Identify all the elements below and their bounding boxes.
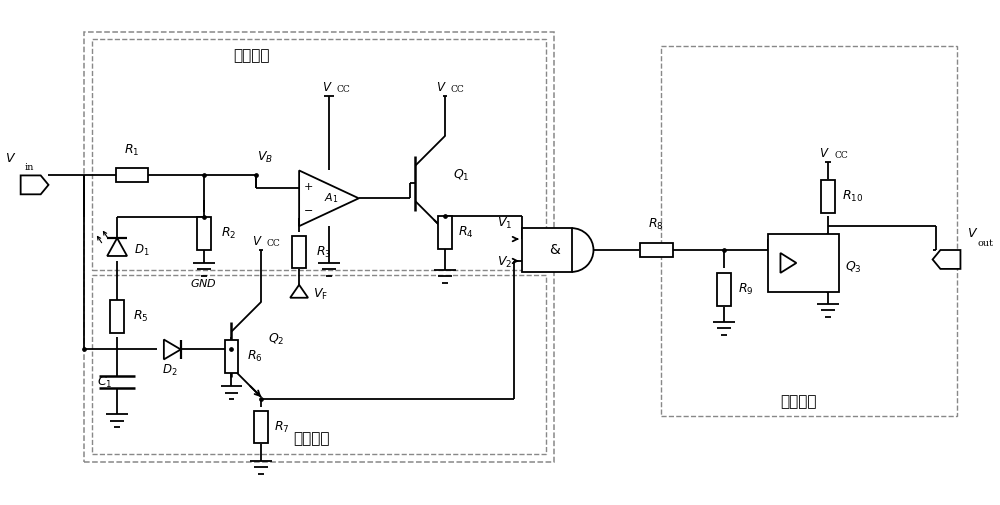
Text: $GND$: $GND$ [190,277,217,289]
Polygon shape [933,250,960,269]
Text: $V_{\rm F}$: $V_{\rm F}$ [313,287,328,302]
Text: $R_8$: $R_8$ [648,217,664,232]
Bar [768,234,839,292]
Text: out: out [977,239,993,248]
Text: $R_9$: $R_9$ [738,282,753,297]
Text: +: + [303,182,313,192]
Text: $V$: $V$ [5,153,17,166]
Text: $-$: $-$ [303,204,313,214]
Text: 隔离电路: 隔离电路 [780,394,817,409]
Text: CC: CC [450,85,464,94]
Text: $V$: $V$ [819,146,830,160]
Text: $Q_2$: $Q_2$ [268,332,285,347]
Text: CC: CC [834,150,848,160]
Text: $V$: $V$ [252,235,262,248]
Text: CC: CC [337,85,351,94]
Bar [522,228,572,272]
Text: &: & [549,243,560,257]
Bar [438,216,452,248]
Bar [640,243,673,257]
Text: $V_2$: $V_2$ [497,255,512,270]
Text: $R_2$: $R_2$ [221,226,236,241]
Bar [717,273,731,306]
Text: $V$: $V$ [322,81,333,94]
Bar [197,217,211,249]
Bar [254,411,268,443]
Polygon shape [290,285,308,298]
Text: $R_6$: $R_6$ [247,349,263,364]
Polygon shape [21,175,48,194]
Text: $R_5$: $R_5$ [133,309,149,324]
Text: $Q_1$: $Q_1$ [453,168,470,183]
Text: 比较电路: 比较电路 [233,48,270,64]
Text: $V$: $V$ [967,227,979,240]
Polygon shape [780,253,796,273]
Bar [110,300,124,333]
Text: CC: CC [266,239,280,248]
Text: $Q_3$: $Q_3$ [845,261,862,275]
Text: $R_{10}$: $R_{10}$ [842,189,863,204]
Text: $R_7$: $R_7$ [274,420,290,435]
Text: $R_1$: $R_1$ [124,142,140,158]
Text: $D_2$: $D_2$ [162,364,178,378]
Text: 延时电路: 延时电路 [293,431,329,446]
Polygon shape [107,238,127,256]
Text: $V$: $V$ [436,81,446,94]
Text: $R_3$: $R_3$ [316,244,332,260]
Bar [821,180,835,213]
Text: $R_4$: $R_4$ [458,225,474,240]
Polygon shape [164,339,181,360]
Bar [292,236,306,269]
Text: $V_1$: $V_1$ [497,216,512,231]
Text: $C_1$: $C_1$ [97,375,112,390]
Text: in: in [25,164,34,172]
Bar [116,169,148,182]
Text: $A_1$: $A_1$ [324,191,339,205]
Text: $V_B$: $V_B$ [257,150,273,166]
Text: $D_1$: $D_1$ [134,242,150,258]
Bar [225,340,238,373]
Polygon shape [299,171,359,226]
